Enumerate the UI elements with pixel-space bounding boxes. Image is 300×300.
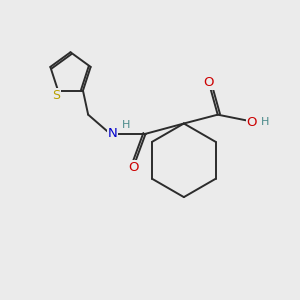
Text: H: H <box>261 117 270 127</box>
Text: N: N <box>108 127 118 140</box>
Text: O: O <box>129 160 139 174</box>
Text: S: S <box>52 88 61 101</box>
Text: O: O <box>246 116 257 128</box>
Text: H: H <box>122 120 130 130</box>
Text: O: O <box>204 76 214 89</box>
